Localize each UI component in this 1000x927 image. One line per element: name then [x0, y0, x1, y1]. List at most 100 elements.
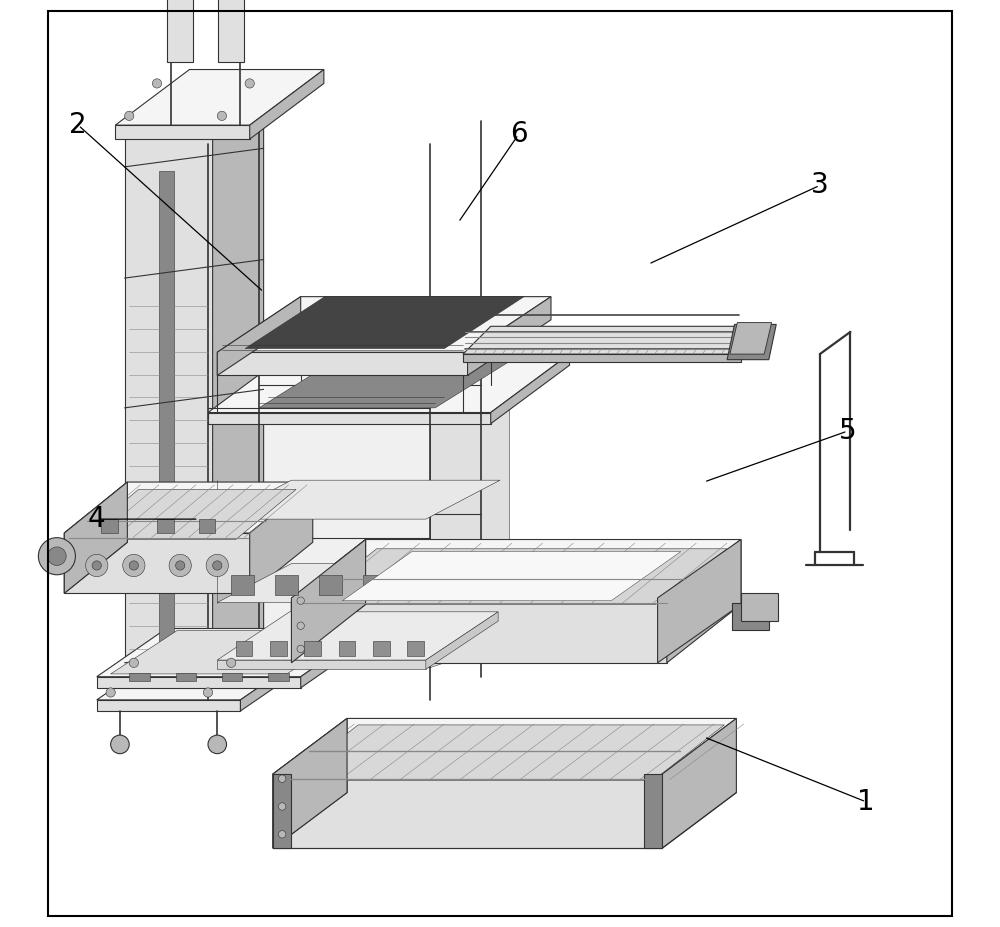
Polygon shape [250, 482, 313, 593]
Polygon shape [222, 673, 242, 681]
Polygon shape [662, 718, 736, 848]
Text: 6: 6 [510, 121, 527, 148]
Circle shape [92, 561, 101, 570]
Polygon shape [217, 660, 426, 669]
Circle shape [227, 658, 236, 667]
Polygon shape [658, 540, 741, 663]
Polygon shape [176, 673, 196, 681]
Circle shape [129, 658, 138, 667]
Text: 4: 4 [88, 505, 106, 533]
Polygon shape [273, 718, 736, 774]
Polygon shape [287, 725, 724, 781]
Polygon shape [301, 629, 370, 688]
Polygon shape [339, 641, 355, 656]
Polygon shape [730, 323, 772, 354]
Circle shape [217, 111, 227, 121]
Text: 3: 3 [811, 171, 829, 199]
Polygon shape [291, 598, 667, 663]
Polygon shape [78, 489, 296, 540]
Polygon shape [407, 575, 430, 595]
Polygon shape [319, 575, 342, 595]
Polygon shape [291, 540, 366, 663]
Circle shape [297, 597, 304, 604]
Polygon shape [217, 352, 468, 375]
Polygon shape [217, 480, 500, 519]
Circle shape [213, 561, 222, 570]
Polygon shape [213, 88, 264, 700]
Polygon shape [97, 629, 370, 677]
Circle shape [38, 538, 75, 575]
Polygon shape [644, 774, 662, 848]
Polygon shape [115, 70, 324, 125]
Polygon shape [159, 171, 174, 654]
Polygon shape [273, 774, 291, 848]
Circle shape [176, 561, 185, 570]
Circle shape [206, 554, 228, 577]
Polygon shape [208, 354, 570, 413]
Polygon shape [363, 575, 386, 595]
Polygon shape [727, 324, 776, 360]
Polygon shape [273, 718, 347, 848]
Circle shape [208, 735, 227, 754]
Text: 2: 2 [69, 111, 87, 139]
Polygon shape [270, 641, 287, 656]
Polygon shape [463, 326, 769, 354]
Circle shape [123, 554, 145, 577]
Polygon shape [101, 519, 118, 533]
Polygon shape [732, 603, 769, 630]
Polygon shape [97, 700, 240, 711]
Circle shape [297, 622, 304, 629]
Polygon shape [111, 630, 354, 674]
Polygon shape [426, 612, 498, 669]
Polygon shape [741, 593, 778, 621]
Polygon shape [125, 125, 213, 700]
Polygon shape [407, 641, 424, 656]
Polygon shape [667, 540, 741, 663]
Text: 5: 5 [839, 417, 856, 445]
Polygon shape [304, 641, 321, 656]
Circle shape [106, 688, 115, 697]
Polygon shape [217, 297, 301, 375]
Polygon shape [236, 641, 252, 656]
Polygon shape [342, 552, 681, 601]
Circle shape [278, 831, 286, 838]
Circle shape [245, 79, 254, 88]
Polygon shape [275, 575, 298, 595]
Circle shape [278, 803, 286, 810]
Polygon shape [430, 387, 509, 667]
Polygon shape [115, 125, 250, 139]
Polygon shape [259, 362, 509, 408]
Polygon shape [208, 413, 430, 667]
Polygon shape [157, 519, 174, 533]
Polygon shape [463, 354, 741, 362]
Polygon shape [231, 575, 254, 595]
Polygon shape [217, 612, 498, 660]
Text: 1: 1 [857, 788, 875, 816]
Circle shape [203, 688, 213, 697]
Polygon shape [268, 673, 289, 681]
Polygon shape [491, 354, 570, 424]
Polygon shape [250, 70, 324, 139]
Polygon shape [167, 0, 193, 62]
Circle shape [278, 775, 286, 782]
Polygon shape [305, 549, 727, 604]
Circle shape [48, 547, 66, 565]
Polygon shape [291, 540, 366, 663]
Polygon shape [97, 649, 315, 700]
Polygon shape [64, 482, 127, 593]
Polygon shape [273, 774, 662, 848]
Polygon shape [217, 564, 500, 603]
Polygon shape [208, 413, 491, 424]
Polygon shape [373, 641, 390, 656]
Polygon shape [218, 0, 244, 62]
Polygon shape [468, 297, 551, 375]
Circle shape [152, 79, 162, 88]
Circle shape [111, 735, 129, 754]
Polygon shape [199, 519, 215, 533]
Polygon shape [64, 482, 313, 533]
Polygon shape [217, 297, 551, 352]
Circle shape [169, 554, 191, 577]
Polygon shape [245, 297, 524, 349]
Circle shape [86, 554, 108, 577]
Polygon shape [273, 718, 347, 848]
